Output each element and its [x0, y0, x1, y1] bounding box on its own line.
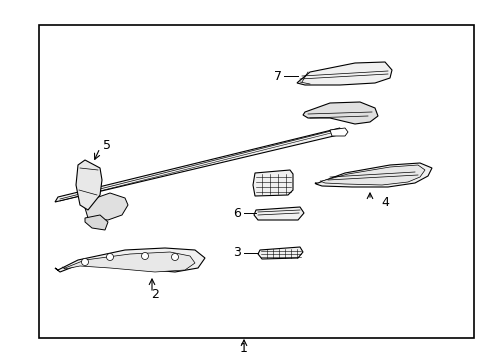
Polygon shape — [329, 128, 347, 136]
Polygon shape — [252, 170, 292, 196]
Polygon shape — [253, 207, 304, 220]
Bar — [39, 25, 473, 338]
Polygon shape — [62, 252, 195, 272]
Text: 7: 7 — [273, 69, 282, 82]
Text: 3: 3 — [233, 247, 241, 260]
Text: 2: 2 — [151, 288, 159, 302]
Text: 1: 1 — [240, 342, 247, 355]
Polygon shape — [314, 163, 431, 187]
Polygon shape — [55, 128, 339, 202]
Polygon shape — [303, 102, 377, 124]
Circle shape — [171, 253, 178, 261]
Text: 6: 6 — [233, 207, 241, 220]
Text: 4: 4 — [380, 195, 388, 208]
Polygon shape — [85, 193, 128, 220]
Circle shape — [81, 258, 88, 266]
Polygon shape — [258, 247, 303, 259]
Circle shape — [141, 252, 148, 260]
Polygon shape — [85, 215, 108, 230]
Polygon shape — [319, 165, 424, 185]
Text: 5: 5 — [103, 139, 111, 152]
Polygon shape — [76, 160, 102, 210]
Polygon shape — [296, 62, 391, 85]
Polygon shape — [55, 248, 204, 272]
Circle shape — [106, 253, 113, 261]
